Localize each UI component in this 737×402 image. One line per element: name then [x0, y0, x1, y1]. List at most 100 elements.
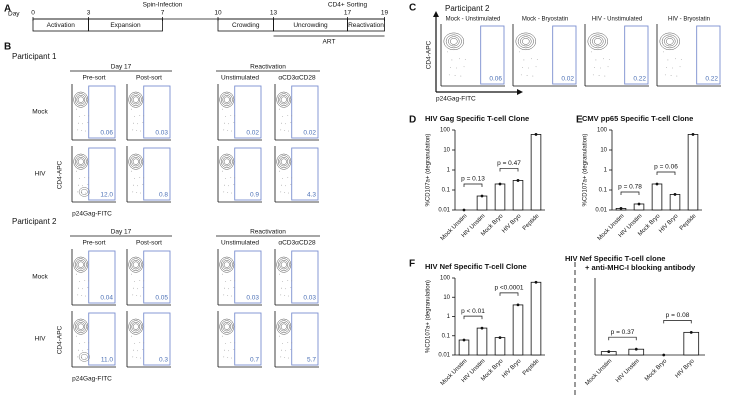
gate-value: 0.02 — [246, 130, 259, 137]
chart-title: CMV pp65 Specific T-cell Clone — [582, 114, 693, 123]
event-dot — [526, 75, 528, 76]
event-dot — [460, 75, 462, 77]
gate — [234, 250, 262, 304]
event-dot — [532, 75, 534, 77]
event-dot — [448, 74, 450, 76]
contour — [76, 260, 86, 270]
stage-label: Expansion — [110, 22, 141, 29]
contour — [223, 323, 230, 330]
event-dot — [87, 184, 89, 186]
event-dot — [133, 122, 135, 124]
contour — [277, 93, 290, 106]
gate — [143, 147, 171, 201]
column-title: Post-sort — [136, 75, 162, 82]
gate — [696, 25, 721, 85]
event-dot — [288, 130, 290, 132]
y-tick-label: 0.1 — [599, 188, 608, 194]
column-title: αCD3αCD28 — [278, 240, 316, 247]
event-dot — [76, 335, 77, 337]
contour — [128, 318, 144, 335]
day-tick-label: 0 — [31, 10, 35, 17]
contour — [77, 96, 84, 103]
contour — [131, 157, 141, 167]
event-dot — [136, 357, 138, 358]
row-label: Mock — [32, 274, 48, 281]
event-dot — [607, 66, 609, 68]
group-header: Reactivation — [250, 64, 286, 71]
event-dot — [291, 342, 293, 344]
event-dot — [603, 58, 604, 60]
event-dot — [288, 192, 290, 194]
event-dot — [228, 185, 229, 187]
y-tick-label: 100 — [440, 276, 451, 282]
contour — [280, 323, 287, 330]
contour — [132, 323, 139, 330]
event-dot — [132, 356, 134, 358]
day-tick-label: 10 — [214, 10, 222, 17]
y-tick-label: 1 — [447, 314, 451, 320]
stage-label: Crowding — [232, 22, 260, 29]
contour — [220, 155, 233, 168]
event-dot — [225, 178, 226, 179]
gate — [291, 312, 319, 366]
event-dot — [222, 108, 223, 110]
contour — [520, 36, 532, 47]
row-label: Mock — [32, 109, 48, 116]
event-dot — [284, 357, 286, 358]
mean-dot — [634, 347, 638, 351]
day-label: Day — [8, 11, 20, 18]
x-tick-label: HIV Unstim — [615, 358, 641, 384]
day-tick-label: 17 — [344, 10, 352, 17]
y-tick-label: 0.1 — [442, 333, 451, 339]
p-value: p < 0.01 — [461, 308, 485, 315]
event-dot — [290, 349, 292, 351]
event-dot — [76, 108, 77, 110]
x-axis-label: p24Gag-FITC — [72, 211, 112, 218]
event-dot — [131, 170, 132, 172]
event-dot — [137, 185, 138, 187]
event-dot — [230, 114, 232, 116]
event-dot — [79, 343, 80, 344]
contour — [74, 93, 87, 106]
event-dot — [290, 184, 292, 186]
event-dot — [136, 130, 138, 131]
contour — [222, 322, 232, 332]
event-dot — [281, 184, 282, 186]
event-dot — [82, 350, 83, 352]
bar — [512, 180, 524, 211]
event-dot — [285, 288, 286, 290]
contour — [73, 153, 89, 170]
event-dot — [84, 176, 86, 178]
event-dot — [455, 67, 457, 69]
event-dot — [77, 356, 79, 358]
comparison-bracket — [656, 171, 676, 175]
y-tick-label: 0.01 — [438, 208, 450, 214]
bar — [512, 304, 524, 356]
contour — [223, 261, 230, 268]
event-dot — [280, 356, 282, 358]
event-dot — [231, 130, 233, 132]
event-dot — [140, 357, 142, 359]
event-dot — [140, 295, 142, 297]
event-dot — [79, 116, 80, 117]
y-axis-label: CD4-APC — [57, 160, 64, 189]
contour — [277, 155, 290, 168]
contour — [132, 158, 139, 165]
bar — [476, 327, 488, 356]
contour — [129, 155, 142, 168]
event-dot — [664, 74, 666, 76]
event-dot — [140, 192, 142, 194]
day-tick-label: 7 — [161, 10, 165, 17]
contour — [128, 256, 144, 273]
event-dot — [285, 350, 286, 352]
plot-title: HIV - Bryostatin — [668, 17, 710, 23]
bar — [683, 331, 700, 356]
y-tick-label: 1 — [604, 168, 608, 174]
event-dot — [290, 287, 292, 289]
gate — [291, 85, 319, 139]
y-axis-label: CD4-APC — [57, 325, 64, 354]
gate-value: 0.03 — [303, 295, 316, 302]
contour — [517, 34, 534, 49]
event-dot — [228, 350, 229, 352]
event-dot — [136, 295, 138, 296]
